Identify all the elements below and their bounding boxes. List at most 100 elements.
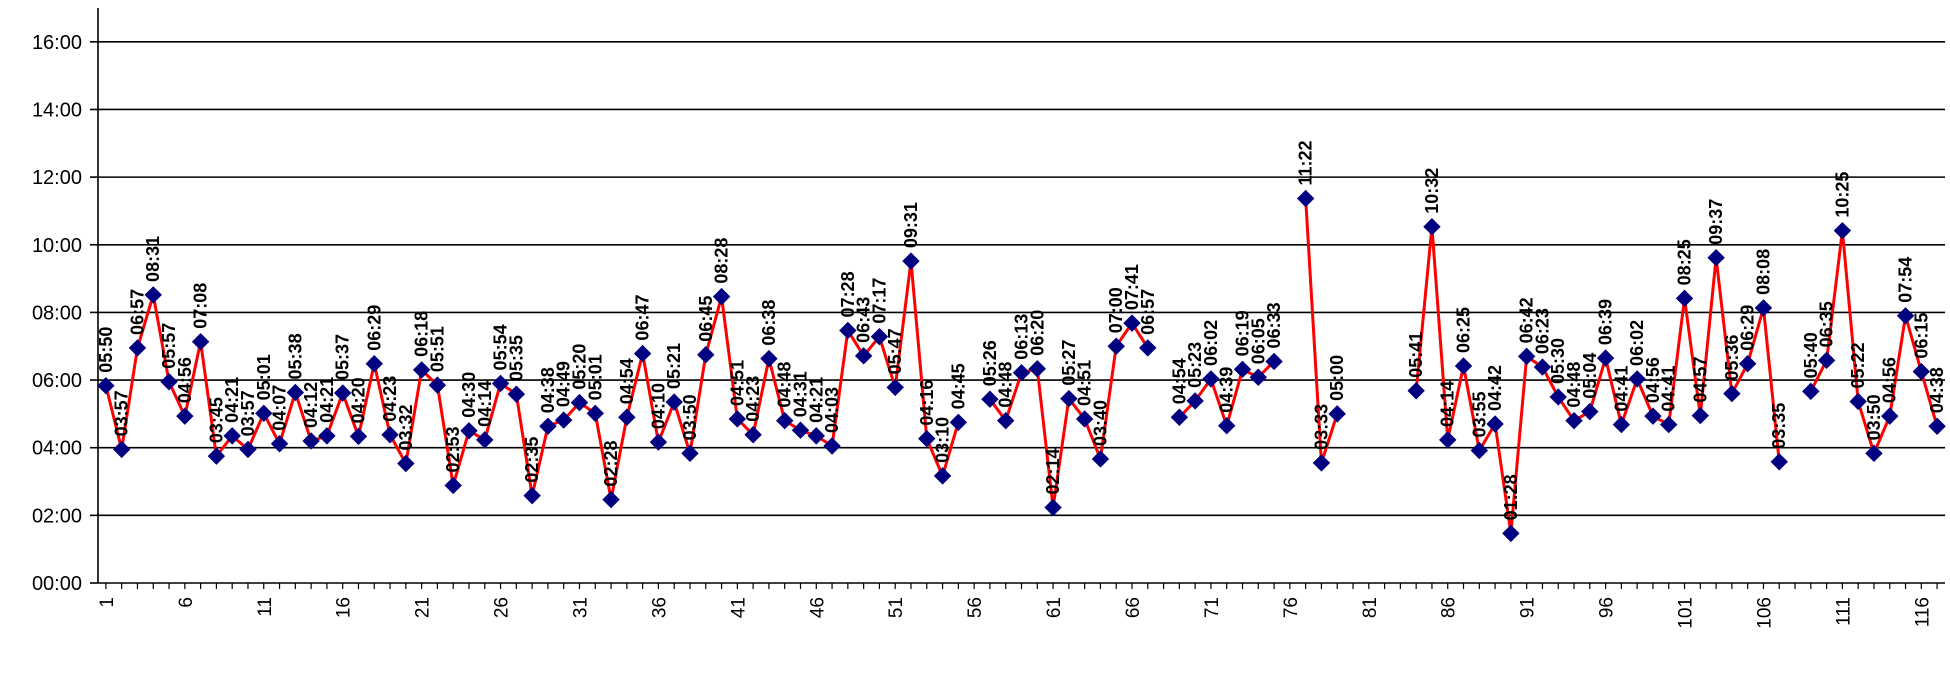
data-label: 03:57 <box>112 390 132 436</box>
axes <box>90 8 1945 589</box>
data-label: 04:48 <box>1564 362 1584 408</box>
data-label: 06:23 <box>1532 308 1552 354</box>
y-tick-label: 04:00 <box>32 438 82 460</box>
data-point-marker <box>1139 339 1157 357</box>
data-label: 04:07 <box>270 385 290 431</box>
data-label: 06:02 <box>1201 320 1221 366</box>
data-label: 06:43 <box>854 297 874 343</box>
data-point-marker <box>223 427 241 445</box>
data-point-marker <box>697 345 715 364</box>
data-label: 04:38 <box>538 367 558 413</box>
x-tick-label: 31 <box>570 597 591 618</box>
data-point-marker <box>1502 524 1520 543</box>
data-point-marker <box>712 287 731 306</box>
data-point-marker <box>1312 454 1331 472</box>
data-label: 07:28 <box>838 271 858 317</box>
data-label: 03:33 <box>1311 404 1331 450</box>
data-point-marker <box>507 385 526 403</box>
data-point-marker <box>1328 405 1346 423</box>
data-label: 07:17 <box>869 278 889 324</box>
data-labels: 05:5003:5706:5708:3105:5704:5607:0803:45… <box>96 140 1947 520</box>
data-label: 06:05 <box>1248 318 1268 364</box>
x-tick-labels: 1 6 11 16 21 26 31 36 41 46 51 56 61 66 71 76 81 86 91 96 10… <box>97 597 1933 629</box>
data-point-marker <box>270 435 289 453</box>
y-tick-label: 14:00 <box>32 99 82 121</box>
data-point-marker <box>1770 453 1788 471</box>
data-point-marker <box>681 444 699 463</box>
data-label: 02:14 <box>1043 448 1063 494</box>
data-point-marker <box>1596 349 1615 367</box>
x-tick-label: 81 <box>1360 597 1381 618</box>
data-point-marker <box>191 333 210 351</box>
data-label: 05:21 <box>664 343 684 389</box>
data-point-marker <box>981 390 999 408</box>
data-point-marker <box>444 476 462 495</box>
data-point-marker <box>886 378 904 397</box>
gridlines <box>98 41 1945 517</box>
data-label: 04:39 <box>1217 367 1237 413</box>
data-label: 05:57 <box>159 323 179 369</box>
data-label: 06:25 <box>1454 307 1474 353</box>
data-label: 04:03 <box>822 387 842 433</box>
data-point-marker <box>1218 417 1236 435</box>
data-label: 04:57 <box>1690 357 1710 403</box>
data-point-marker <box>554 411 573 429</box>
data-label: 06:29 <box>364 305 384 351</box>
data-label: 04:23 <box>743 376 763 422</box>
data-label: 04:45 <box>948 363 968 409</box>
data-label: 03:50 <box>680 394 700 440</box>
data-point-marker <box>1738 355 1757 373</box>
data-point-marker <box>728 410 747 428</box>
data-point-marker <box>128 339 147 357</box>
data-point-marker <box>1912 362 1931 381</box>
data-point-marker <box>1754 299 1773 317</box>
data-point-marker <box>255 404 273 423</box>
data-label: 08:28 <box>712 238 732 284</box>
data-label: 06:57 <box>1138 289 1158 335</box>
data-point-marker <box>854 347 873 365</box>
data-point-marker <box>1012 364 1031 382</box>
data-label: 05:01 <box>585 354 605 400</box>
data-label: 04:48 <box>775 362 795 408</box>
data-point-marker <box>1439 431 1457 449</box>
data-point-marker <box>1517 347 1536 366</box>
data-point-marker <box>1186 392 1204 410</box>
data-point-marker <box>176 407 194 425</box>
x-tick-label: 116 <box>1912 597 1933 627</box>
data-point-marker <box>665 393 683 411</box>
data-point-marker <box>1454 357 1473 375</box>
data-label: 06:29 <box>1738 305 1758 351</box>
data-label: 04:31 <box>790 371 810 417</box>
data-point-marker <box>791 421 810 439</box>
data-label: 08:08 <box>1753 249 1773 295</box>
data-label: 06:15 <box>1911 313 1931 359</box>
data-point-marker <box>1628 370 1646 388</box>
data-label: 03:32 <box>396 404 416 450</box>
data-label: 02:35 <box>522 437 542 483</box>
data-point-marker <box>760 349 778 368</box>
data-label: 04:21 <box>222 377 242 423</box>
data-point-marker <box>1470 441 1489 460</box>
data-label: 04:41 <box>1611 366 1631 412</box>
data-point-marker <box>1265 352 1283 371</box>
data-label: 04:14 <box>1438 381 1458 427</box>
data-point-marker <box>349 427 368 446</box>
data-point-marker <box>1202 370 1220 388</box>
data-point-marker <box>1123 314 1141 332</box>
data-point-marker <box>318 427 336 445</box>
data-point-marker <box>633 344 652 363</box>
x-tick-label: 41 <box>728 597 749 618</box>
data-label: 05:41 <box>1406 332 1426 378</box>
data-label: 06:39 <box>1596 299 1616 345</box>
data-label: 09:37 <box>1706 199 1726 245</box>
data-point-marker <box>1802 382 1820 401</box>
data-label: 10:25 <box>1832 172 1852 218</box>
data-label: 03:35 <box>1769 403 1789 449</box>
x-tick-label: 46 <box>807 597 828 618</box>
data-point-marker <box>160 373 178 391</box>
data-label: 04:10 <box>648 383 668 429</box>
x-tick-label: 11 <box>255 597 276 617</box>
data-label: 06:19 <box>1233 310 1253 356</box>
data-label: 11:22 <box>1296 140 1316 185</box>
